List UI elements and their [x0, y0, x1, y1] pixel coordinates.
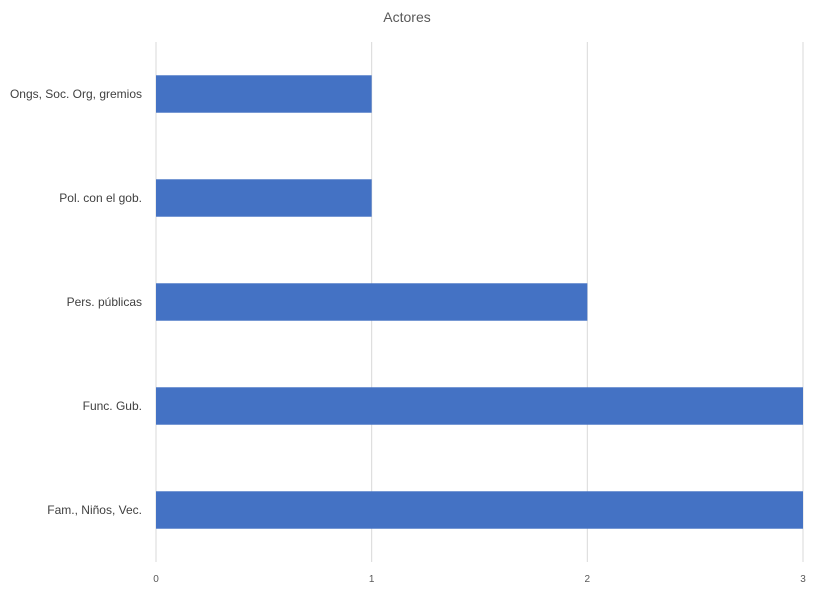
- bar-1: [156, 179, 372, 217]
- bars: [156, 75, 803, 529]
- bar-0: [156, 75, 372, 113]
- bar-2: [156, 283, 588, 321]
- bar-3: [156, 387, 803, 425]
- category-label-4: Fam., Niños, Vec.: [47, 503, 142, 517]
- x-tick-label-3: 3: [800, 574, 806, 585]
- category-label-0: Ongs, Soc. Org, gremios: [10, 87, 142, 101]
- x-tick-label-1: 1: [369, 574, 375, 585]
- x-tick-label-2: 2: [585, 574, 591, 585]
- bar-4: [156, 491, 803, 529]
- x-tick-label-0: 0: [153, 574, 159, 585]
- category-label-2: Pers. públicas: [67, 295, 142, 309]
- category-label-3: Func. Gub.: [83, 399, 142, 413]
- x-axis-tick-labels: 0 1 2 3: [153, 574, 806, 585]
- category-label-1: Pol. con el gob.: [59, 191, 142, 205]
- chart-title: Actores: [383, 9, 430, 25]
- category-labels: Ongs, Soc. Org, gremios Pol. con el gob. P…: [10, 87, 142, 517]
